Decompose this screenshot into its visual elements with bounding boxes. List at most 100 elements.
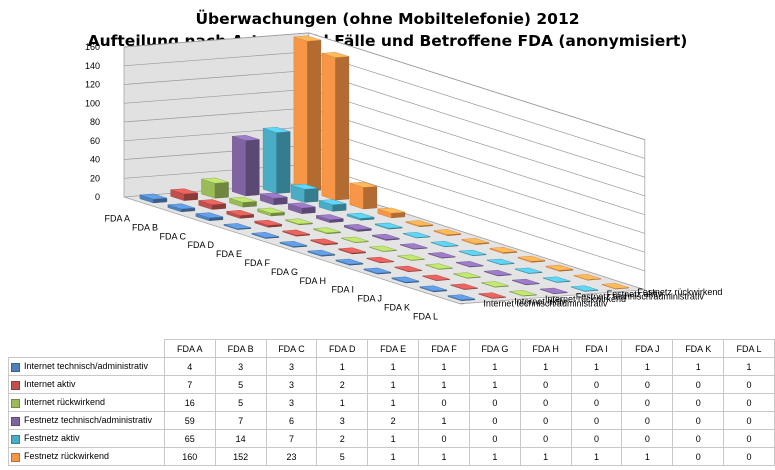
series-axis-label: Internet technisch/administrativ <box>483 299 608 309</box>
chart-title-line1: Überwachungen (ohne Mobiltelefonie) 2012 <box>195 10 580 28</box>
x-tick-label: FDA I <box>331 285 354 295</box>
bar <box>341 236 369 243</box>
table-cell: 0 <box>672 393 725 412</box>
table-column-header: FDA G <box>468 339 521 358</box>
table-cell: 0 <box>672 429 725 448</box>
table-cell: 1 <box>316 393 369 412</box>
table-column-header: FDA K <box>672 339 725 358</box>
table-cell: 0 <box>723 393 775 412</box>
table-cell: 59 <box>163 411 216 430</box>
bar <box>573 274 602 281</box>
y-tick-label: 20 <box>90 173 100 183</box>
x-tick-label: FDA D <box>187 240 214 250</box>
bar <box>402 232 431 239</box>
y-tick-label: 160 <box>85 42 100 52</box>
legend-swatch <box>11 398 20 408</box>
bar <box>195 212 224 221</box>
bar <box>425 263 453 270</box>
table-column-header: FDA I <box>570 339 623 358</box>
bar <box>344 224 372 232</box>
bar <box>290 183 319 203</box>
x-tick-label: FDA B <box>132 222 158 232</box>
table-cell: 23 <box>265 447 318 466</box>
y-tick-label: 140 <box>85 61 100 71</box>
y-tick-label: 120 <box>85 80 100 90</box>
table-row-label: Internet technisch/administrativ <box>8 357 165 376</box>
table-row-label: Internet rückwirkend <box>8 393 165 412</box>
data-table: FDA A FDA B FDA C FDA D FDA E FDA F FDA G FDA H… <box>8 339 775 466</box>
table-cell: 0 <box>570 429 623 448</box>
bar <box>262 127 291 194</box>
table-row-label: Festnetz rückwirkend <box>8 447 165 466</box>
table-cell: 5 <box>316 447 369 466</box>
x-tick-label: FDA F <box>244 258 270 268</box>
bar <box>232 135 260 197</box>
table-cell: 0 <box>621 375 674 394</box>
bar <box>458 249 487 257</box>
table-cell: 1 <box>468 357 521 376</box>
table-cell: 0 <box>418 393 470 412</box>
bar <box>363 267 392 275</box>
table-cell: 0 <box>570 411 623 430</box>
bar <box>461 238 490 245</box>
bar <box>570 285 599 292</box>
table-column-header: FDA A <box>163 339 216 358</box>
table-cell: 1 <box>570 357 623 376</box>
bar <box>349 181 378 210</box>
table-cell: 0 <box>723 429 775 448</box>
table-cell: 0 <box>418 429 470 448</box>
table-column-header: FDA B <box>214 339 267 358</box>
series-axis-label: Internet aktiv <box>514 296 566 306</box>
bar <box>254 219 282 228</box>
table-cell: 0 <box>672 411 725 430</box>
bar <box>366 256 394 264</box>
bar <box>484 269 512 277</box>
bar <box>372 233 400 241</box>
bar <box>257 207 285 217</box>
table-cell: 2 <box>316 375 369 394</box>
x-tick-label: FDA E <box>216 249 242 259</box>
table-cell: 1 <box>316 357 369 376</box>
table-cell: 3 <box>316 411 369 430</box>
table-cell: 7 <box>214 411 267 430</box>
bar <box>374 222 403 230</box>
table-cell: 1 <box>367 357 420 376</box>
bar <box>509 290 537 297</box>
table-cell: 1 <box>570 447 623 466</box>
bar <box>260 192 288 206</box>
legend-swatch <box>11 362 20 372</box>
bar <box>430 240 459 248</box>
x-tick-label: FDA H <box>299 276 326 286</box>
x-tick-label: FDA A <box>104 213 130 223</box>
bar <box>478 292 506 299</box>
table-row: Festnetz aktiv 65 14 7 2 1 0 0 0 0 0 0 0 <box>8 429 775 448</box>
table-cell: 1 <box>519 447 572 466</box>
table-cell: 0 <box>570 375 623 394</box>
table-cell: 3 <box>214 357 267 376</box>
bar <box>481 281 509 288</box>
bar <box>201 177 229 199</box>
bar <box>251 232 280 239</box>
table-cell: 7 <box>163 375 216 394</box>
bar <box>279 240 308 248</box>
bar <box>517 255 546 263</box>
bar <box>139 193 168 204</box>
bar <box>391 276 420 284</box>
table-cell: 1 <box>367 393 420 412</box>
bar <box>397 254 425 261</box>
series-axis-label: Festnetz technisch/administrativ <box>576 292 705 302</box>
table-cell: 1 <box>367 429 420 448</box>
bar <box>394 265 422 273</box>
bar <box>285 218 313 226</box>
bar <box>313 227 341 235</box>
bar <box>321 52 350 201</box>
table-column-header: FDA E <box>367 339 420 358</box>
bar <box>335 258 364 266</box>
table-row: Festnetz rückwirkend 160 152 23 5 1 1 1 1 1 1 0 0 <box>8 447 775 466</box>
bar <box>198 199 226 210</box>
table-cell: 5 <box>214 375 267 394</box>
table-cell: 16 <box>163 393 216 412</box>
bar <box>422 274 450 281</box>
bar <box>450 283 478 290</box>
bar <box>514 267 543 274</box>
